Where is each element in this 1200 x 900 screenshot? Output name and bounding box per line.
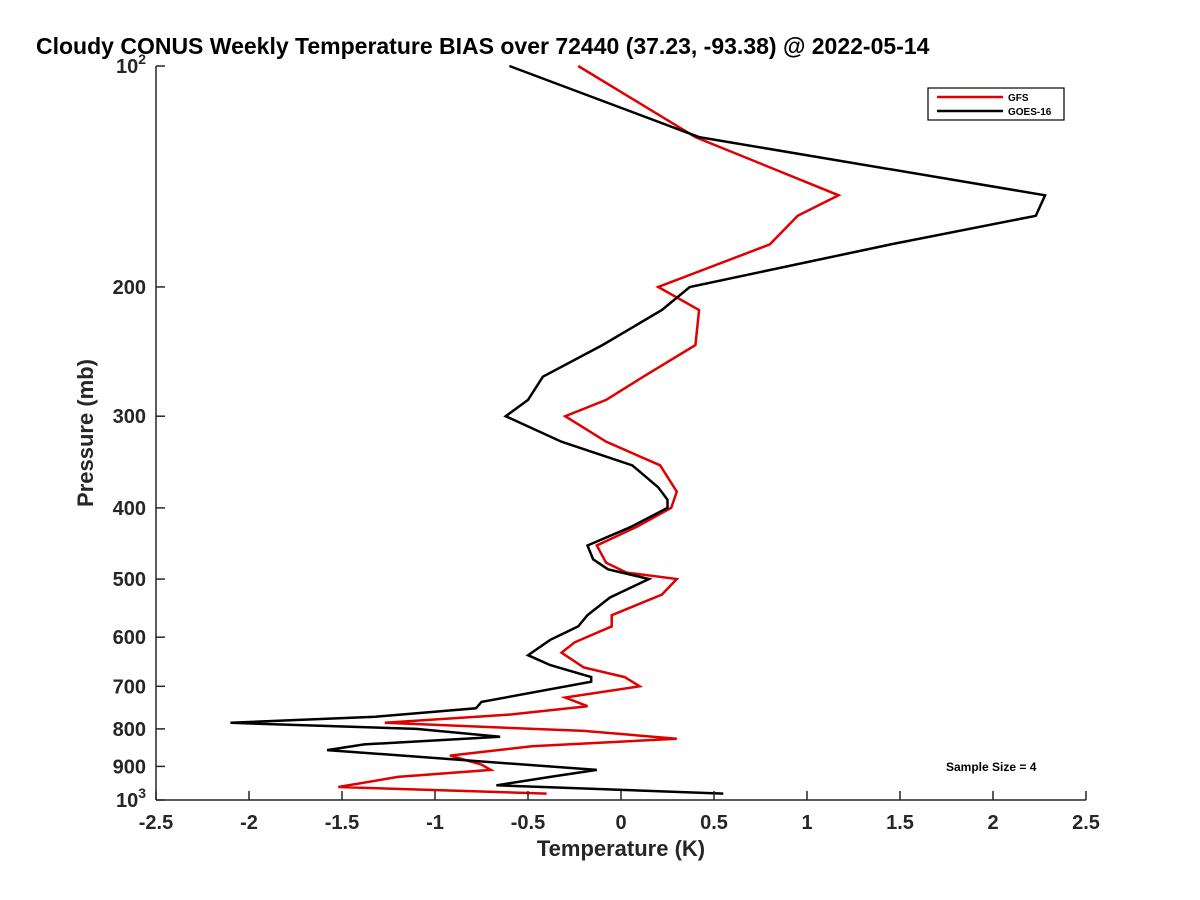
- y-tick-label: 500: [113, 569, 146, 591]
- legend: GFS GOES-16: [927, 87, 1065, 121]
- y-ticks: 102 200 300 400 500 600 700 800 900 103: [113, 51, 165, 812]
- x-ticks: -2.5 -2 -1.5 -1 -0.5 0 0.5 1 1.5 2 2.5: [139, 791, 1100, 834]
- legend-label-gfs: GFS: [1008, 93, 1029, 104]
- y-tick-label: 800: [113, 719, 146, 741]
- y-axis-title: Pressure (mb): [73, 359, 98, 507]
- x-tick-label: -1: [426, 812, 444, 834]
- x-tick-label: 1: [801, 812, 812, 834]
- y-tick-label: 300: [113, 406, 146, 428]
- x-tick-label: 1.5: [886, 812, 914, 834]
- series-line-gfs: [338, 64, 842, 795]
- x-tick-label: -2.5: [139, 812, 173, 834]
- sample-size-annotation: Sample Size = 4: [946, 760, 1037, 774]
- y-tick-label: 900: [113, 756, 146, 778]
- x-tick-label: 0.5: [700, 812, 728, 834]
- x-tick-label: 0: [615, 812, 626, 834]
- series-layer: [230, 64, 1047, 795]
- legend-box: [927, 87, 1065, 121]
- x-axis-title: Temperature (K): [537, 836, 705, 861]
- x-tick-label: -2: [240, 812, 258, 834]
- x-tick-label: 2: [987, 812, 998, 834]
- y-tick-label: 400: [113, 498, 146, 520]
- y-tick-label: 102: [116, 51, 146, 78]
- y-tick-label: 103: [116, 785, 146, 812]
- legend-label-goes-16: GOES-16: [1008, 107, 1052, 118]
- plot-area: -2.5 -2 -1.5 -1 -0.5 0 0.5 1 1.5 2 2.5 102 200 300 40…: [113, 51, 1100, 834]
- x-tick-label: -1.5: [325, 812, 359, 834]
- y-tick-label: 600: [113, 627, 146, 649]
- chart-title: Cloudy CONUS Weekly Temperature BIAS ove…: [36, 33, 930, 59]
- y-tick-label: 700: [113, 676, 146, 698]
- y-tick-label: 200: [113, 277, 146, 299]
- x-tick-label: -0.5: [511, 812, 545, 834]
- series-line-goes-16: [230, 64, 1047, 795]
- x-tick-label: 2.5: [1072, 812, 1100, 834]
